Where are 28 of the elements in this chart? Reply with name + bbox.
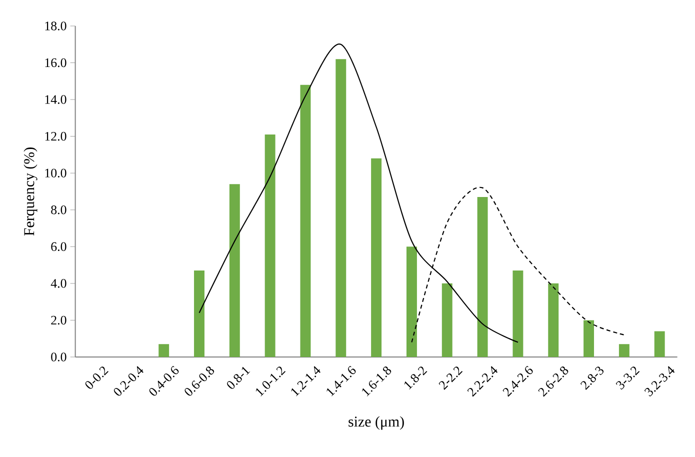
- y-tick-label: 12.0: [45, 132, 66, 141]
- bar: [442, 283, 452, 357]
- bar: [618, 344, 630, 357]
- y-tick-label: 10.0: [45, 168, 66, 178]
- x-tick-label: 0.8-1: [227, 366, 250, 389]
- bar: [654, 331, 665, 357]
- bar: [229, 184, 240, 357]
- bar: [548, 283, 559, 357]
- bar: [477, 197, 488, 357]
- bar: [336, 59, 346, 357]
- x-axis-title: size (μm): [348, 416, 404, 430]
- y-tick-label: 18.0: [45, 22, 66, 30]
- bar: [300, 84, 311, 357]
- bar: [512, 270, 524, 357]
- bar: [584, 320, 594, 357]
- y-tick-label: 4.0: [50, 279, 66, 288]
- y-tick-label: 16.0: [45, 58, 66, 68]
- y-tick-label: 14.0: [45, 95, 66, 104]
- y-tick-label: 0.0: [51, 352, 66, 362]
- bar: [406, 246, 417, 357]
- bar: [264, 134, 276, 357]
- y-tick-label: 8.0: [51, 205, 66, 214]
- bar: [158, 344, 170, 357]
- y-tick-label: 2.0: [51, 316, 66, 325]
- bar: [371, 158, 382, 357]
- bar: [194, 270, 204, 357]
- y-axis-title: Ferquency (%): [24, 148, 38, 236]
- y-tick-label: 6.0: [51, 242, 66, 252]
